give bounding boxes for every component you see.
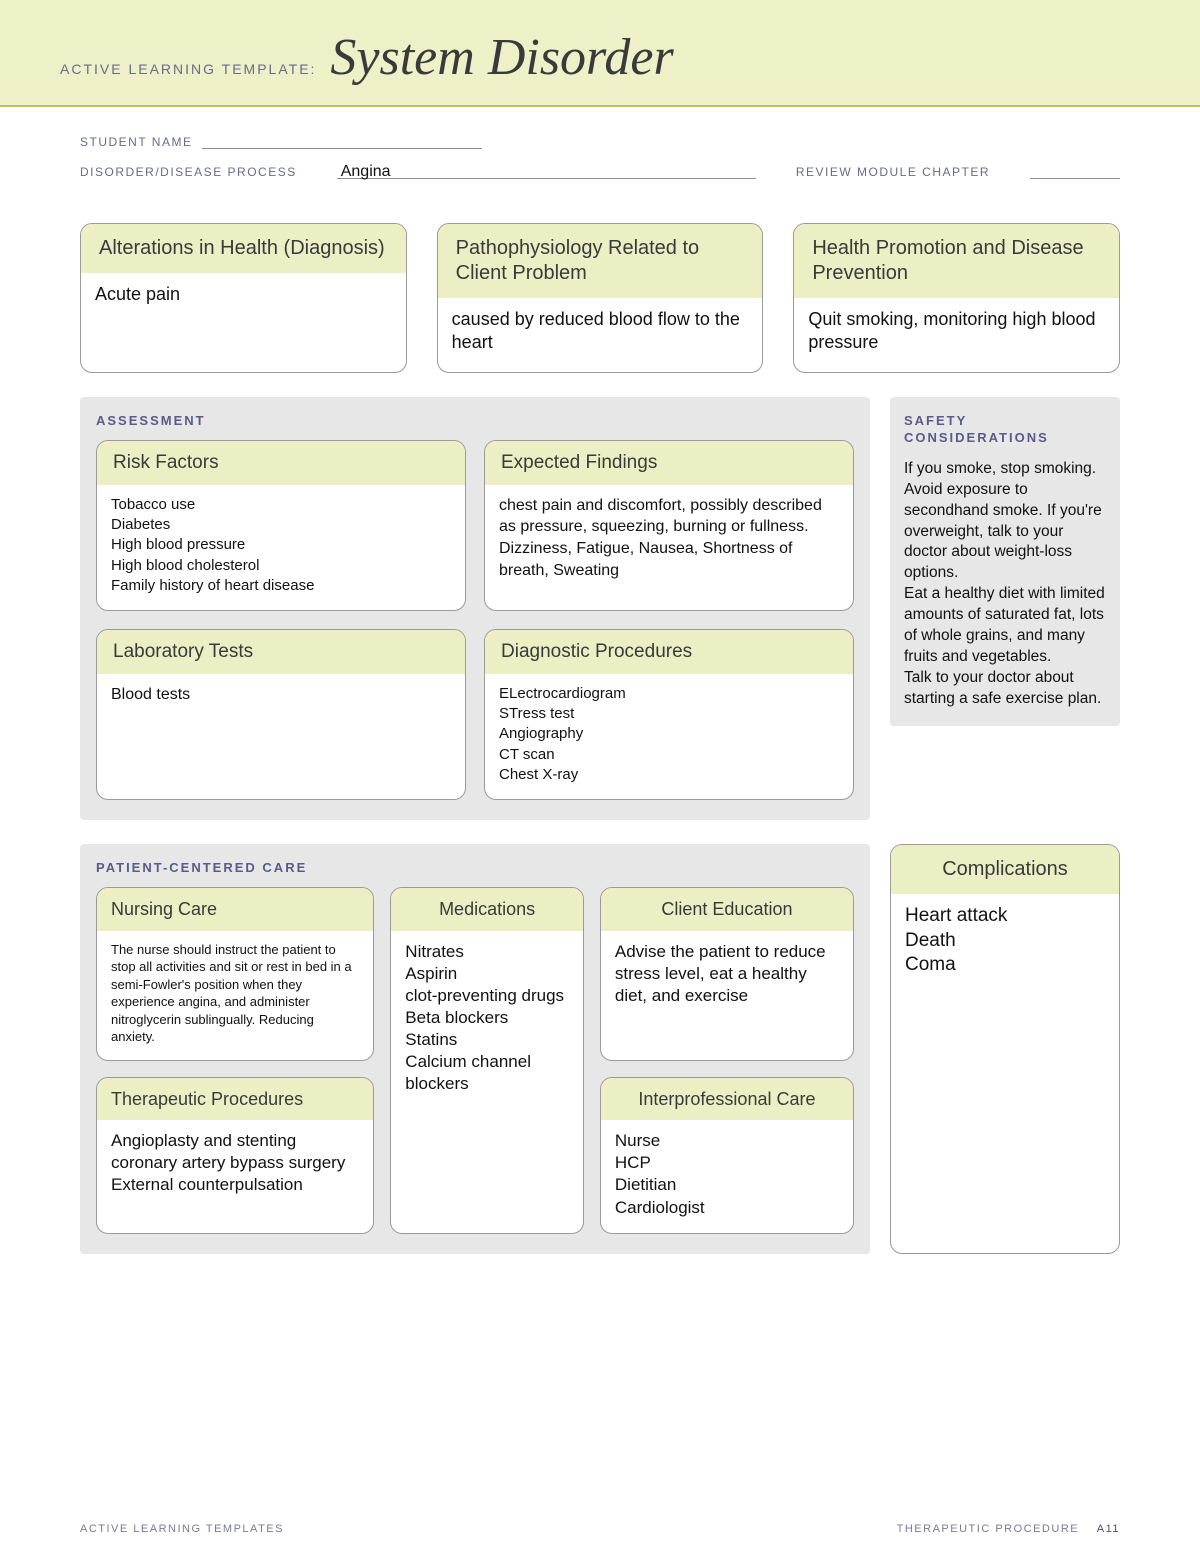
therapeutic-title: Therapeutic Procedures (97, 1078, 373, 1121)
education-title: Client Education (601, 888, 853, 931)
student-name-field[interactable] (202, 133, 482, 149)
alterations-body: Acute pain (81, 273, 406, 372)
student-name-label: STUDENT NAME (80, 135, 192, 149)
alterations-card: Alterations in Health (Diagnosis) Acute … (80, 223, 407, 373)
complications-card: Complications Heart attack Death Coma (890, 844, 1120, 1254)
medications-card: Medications Nitrates Aspirin clot-preven… (390, 887, 584, 1234)
pcc-panel-title: PATIENT-CENTERED CARE (96, 860, 854, 875)
therapeutic-body: Angioplasty and stenting coronary artery… (97, 1120, 373, 1232)
risk-card: Risk Factors Tobacco use Diabetes High b… (96, 440, 466, 611)
medications-body: Nitrates Aspirin clot-preventing drugs B… (391, 931, 583, 1233)
diag-card: Diagnostic Procedures ELectrocardiogram … (484, 629, 854, 800)
safety-panel: SAFETY CONSIDERATIONS If you smoke, stop… (890, 397, 1120, 726)
patho-body: caused by reduced blood flow to the hear… (438, 298, 763, 372)
bottom-wrap: PATIENT-CENTERED CARE Nursing Care The n… (80, 844, 1120, 1254)
promotion-body: Quit smoking, monitoring high blood pres… (794, 298, 1119, 372)
interprof-card: Interprofessional Care Nurse HCP Dietiti… (600, 1077, 854, 1234)
meta-section: STUDENT NAME DISORDER/DISEASE PROCESS An… (0, 107, 1200, 203)
safety-panel-title: SAFETY CONSIDERATIONS (904, 413, 1106, 447)
footer-right: THERAPEUTIC PROCEDURE A11 (897, 1523, 1120, 1535)
interprof-title: Interprofessional Care (601, 1078, 853, 1121)
medications-title: Medications (391, 888, 583, 931)
pcc-panel: PATIENT-CENTERED CARE Nursing Care The n… (80, 844, 870, 1254)
nursing-card: Nursing Care The nurse should instruct t… (96, 887, 374, 1061)
review-label: REVIEW MODULE CHAPTER (796, 165, 990, 179)
therapeutic-card: Therapeutic Procedures Angioplasty and s… (96, 1077, 374, 1234)
top-row: Alterations in Health (Diagnosis) Acute … (80, 223, 1120, 373)
findings-card: Expected Findings chest pain and discomf… (484, 440, 854, 611)
promotion-card: Health Promotion and Disease Prevention … (793, 223, 1120, 373)
review-field[interactable] (1030, 163, 1120, 179)
alterations-title: Alterations in Health (Diagnosis) (81, 224, 406, 273)
header-band: ACTIVE LEARNING TEMPLATE: System Disorde… (0, 0, 1200, 107)
promotion-title: Health Promotion and Disease Prevention (794, 224, 1119, 298)
complications-title: Complications (891, 845, 1119, 894)
footer-left: ACTIVE LEARNING TEMPLATES (80, 1523, 284, 1535)
education-card: Client Education Advise the patient to r… (600, 887, 854, 1061)
footer-page: A11 (1097, 1523, 1120, 1535)
nursing-title: Nursing Care (97, 888, 373, 931)
patho-title: Pathophysiology Related to Client Proble… (438, 224, 763, 298)
header-title: System Disorder (330, 28, 673, 87)
patho-card: Pathophysiology Related to Client Proble… (437, 223, 764, 373)
disorder-label: DISORDER/DISEASE PROCESS (80, 165, 297, 179)
footer: ACTIVE LEARNING TEMPLATES THERAPEUTIC PR… (80, 1523, 1120, 1535)
assessment-panel: ASSESSMENT Risk Factors Tobacco use Diab… (80, 397, 870, 820)
diag-title: Diagnostic Procedures (485, 630, 853, 674)
risk-body: Tobacco use Diabetes High blood pressure… (97, 485, 465, 610)
labs-card: Laboratory Tests Blood tests (96, 629, 466, 800)
assessment-panel-title: ASSESSMENT (96, 413, 854, 428)
mid-wrap: ASSESSMENT Risk Factors Tobacco use Diab… (80, 397, 1120, 820)
education-body: Advise the patient to reduce stress leve… (601, 931, 853, 1060)
nursing-body: The nurse should instruct the patient to… (97, 931, 373, 1060)
findings-title: Expected Findings (485, 441, 853, 485)
page: ACTIVE LEARNING TEMPLATE: System Disorde… (0, 0, 1200, 1553)
findings-body: chest pain and discomfort, possibly desc… (485, 485, 853, 610)
content: Alterations in Health (Diagnosis) Acute … (0, 203, 1200, 1294)
labs-title: Laboratory Tests (97, 630, 465, 674)
risk-title: Risk Factors (97, 441, 465, 485)
header-prefix: ACTIVE LEARNING TEMPLATE: (60, 61, 316, 77)
complications-body: Heart attack Death Coma (891, 894, 1119, 1253)
footer-right-label: THERAPEUTIC PROCEDURE (897, 1523, 1079, 1535)
diag-body: ELectrocardiogram STress test Angiograph… (485, 674, 853, 799)
labs-body: Blood tests (97, 674, 465, 799)
safety-body: If you smoke, stop smoking. Avoid exposu… (904, 459, 1106, 710)
disorder-field[interactable]: Angina (337, 163, 756, 179)
right-column: SAFETY CONSIDERATIONS If you smoke, stop… (890, 397, 1120, 820)
complications-column: Complications Heart attack Death Coma (890, 844, 1120, 1254)
interprof-body: Nurse HCP Dietitian Cardiologist (601, 1120, 853, 1232)
